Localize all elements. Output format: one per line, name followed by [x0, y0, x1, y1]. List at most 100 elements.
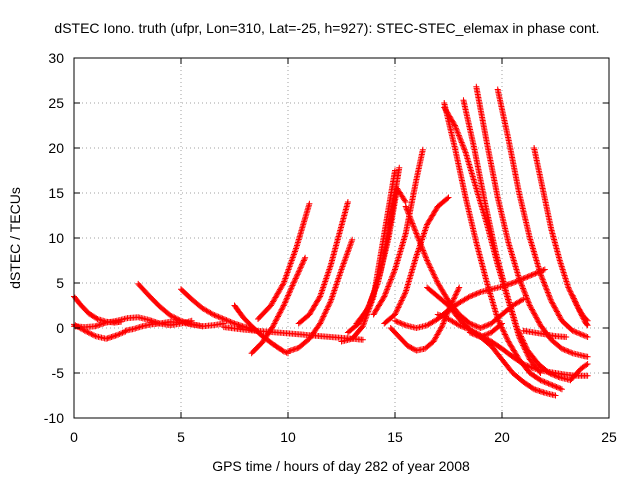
data-point: [520, 286, 527, 293]
data-point: [396, 301, 403, 308]
data-point: [214, 313, 221, 320]
data-point: [545, 290, 552, 297]
data-point: [407, 214, 414, 221]
data-point: [279, 281, 286, 288]
data-point: [342, 256, 349, 263]
data-point: [496, 320, 503, 327]
data-point: [220, 316, 227, 322]
data-point: [571, 296, 578, 303]
data-point: [320, 283, 327, 289]
data-point: [275, 313, 282, 320]
data-point: [326, 265, 333, 271]
data-point: [460, 323, 467, 330]
data-point: [469, 292, 476, 299]
data-point: [93, 315, 100, 322]
data-point: [478, 324, 485, 331]
data-point: [224, 317, 231, 324]
data-point: [531, 271, 538, 277]
data-point: [402, 290, 409, 297]
data-point: [283, 296, 290, 303]
data-point: [481, 323, 488, 330]
data-point: [465, 294, 472, 301]
data-point: [324, 271, 331, 277]
data-point: [393, 318, 400, 325]
data-point: [320, 284, 327, 291]
data-point: [326, 300, 333, 307]
data-point: [362, 317, 369, 324]
data-point: [321, 310, 328, 317]
x-axis-label: GPS time / hours of day 282 of year 2008: [212, 458, 470, 474]
data-point: [540, 378, 547, 385]
data-point: [349, 236, 356, 243]
data-point: [296, 267, 303, 274]
data-point: [577, 309, 584, 316]
data-point: [444, 315, 451, 322]
data-point: [397, 300, 404, 307]
data-point: [519, 337, 526, 344]
data-point: [474, 323, 481, 330]
data-point: [339, 263, 346, 270]
data-point: [331, 287, 338, 294]
data-point: [542, 282, 549, 289]
data-point: [283, 295, 290, 302]
data-point: [275, 312, 282, 319]
data-point: [499, 325, 506, 332]
data-point: [445, 308, 452, 315]
data-point: [565, 285, 572, 292]
data-point: [584, 361, 591, 367]
series-15: [353, 185, 409, 327]
data-point: [118, 330, 125, 337]
data-point: [300, 258, 307, 265]
data-point: [323, 306, 330, 313]
data-point: [286, 289, 293, 296]
data-point: [434, 278, 441, 285]
data-point: [319, 287, 326, 294]
data-point: [433, 277, 440, 284]
data-point: [524, 273, 531, 280]
data-point: [113, 332, 120, 339]
data-point: [339, 265, 346, 272]
data-point: [474, 330, 481, 337]
data-point: [417, 240, 424, 247]
data-point: [556, 313, 563, 320]
data-point: [281, 301, 288, 308]
data-point: [574, 329, 581, 336]
data-point: [405, 210, 412, 217]
data-point: [466, 326, 473, 333]
data-point: [462, 325, 469, 332]
data-point: [290, 279, 297, 286]
data-point: [321, 280, 328, 286]
data-point: [556, 312, 563, 319]
data-point: [452, 291, 459, 298]
x-tick-label: 20: [494, 429, 510, 445]
data-point: [459, 140, 466, 147]
data-point: [420, 232, 427, 238]
data-point: [338, 266, 345, 273]
data-point: [523, 344, 530, 351]
data-point: [437, 312, 444, 319]
data-point: [367, 298, 374, 305]
data-point: [327, 299, 334, 306]
data-point: [550, 301, 557, 308]
data-point: [442, 314, 449, 321]
data-point: [572, 299, 579, 306]
series-11: [295, 199, 351, 327]
data-point: [460, 145, 467, 152]
data-point: [393, 308, 400, 315]
data-point: [566, 287, 573, 294]
data-point: [527, 303, 534, 310]
data-point: [409, 220, 416, 227]
data-point: [522, 292, 529, 299]
data-point: [394, 305, 401, 312]
data-point: [400, 293, 407, 300]
data-point: [514, 326, 521, 333]
data-point: [528, 364, 535, 371]
data-point: [345, 247, 352, 254]
data-point: [218, 314, 225, 321]
data-point: [413, 251, 420, 258]
data-point: [472, 322, 479, 329]
data-point: [323, 274, 330, 280]
data-point: [565, 284, 572, 291]
data-point: [413, 231, 420, 238]
